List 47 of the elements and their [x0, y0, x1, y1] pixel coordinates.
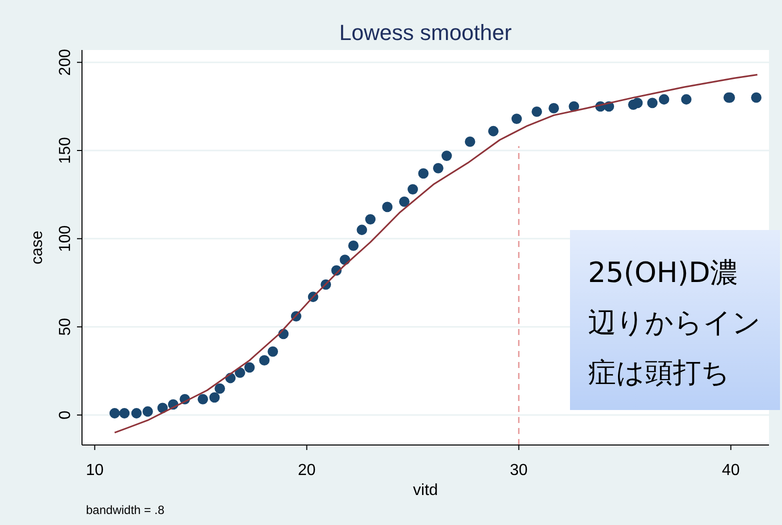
point — [511, 114, 522, 124]
point — [442, 150, 452, 162]
chart-title: Lowess smoother — [339, 20, 512, 45]
point — [632, 98, 643, 108]
y-tick-label: 150 — [57, 137, 74, 164]
point — [488, 126, 499, 136]
point — [198, 394, 208, 404]
point — [681, 94, 692, 105]
point — [356, 224, 368, 236]
point — [259, 355, 270, 366]
point — [268, 346, 278, 357]
x-tick-label: 10 — [86, 462, 104, 479]
text: bandwidth = .8 — [86, 503, 165, 517]
y-tick-label: 200 — [57, 48, 74, 76]
y-tick-label: 0 — [57, 410, 74, 420]
annotation: 症は頭打ち — [588, 356, 730, 389]
point — [751, 92, 762, 103]
y-tick-label: 100 — [57, 225, 74, 252]
x-tick-label: 20 — [298, 462, 316, 479]
point — [131, 408, 142, 418]
point — [548, 102, 559, 114]
point — [399, 196, 410, 207]
point — [365, 214, 376, 224]
y-axis-title: case — [29, 230, 46, 264]
point — [433, 162, 444, 174]
point — [647, 98, 658, 108]
point — [348, 240, 359, 251]
annotation: 辺りからイン — [588, 306, 761, 339]
point — [142, 406, 153, 417]
point — [234, 368, 246, 378]
point — [209, 392, 220, 403]
point — [408, 184, 418, 195]
point — [464, 136, 476, 147]
point — [658, 94, 670, 105]
x-tick-label: 30 — [510, 462, 528, 479]
point — [109, 408, 120, 418]
x-axis-title: vitd — [413, 482, 438, 499]
point — [532, 106, 542, 117]
point — [214, 383, 226, 394]
point — [382, 202, 393, 212]
annotation: 25(OH)D濃 — [588, 256, 738, 289]
y-tick-label: 50 — [57, 318, 74, 336]
point — [418, 168, 429, 179]
x-tick-label: 40 — [722, 462, 740, 479]
annotation-box: 25(OH)D濃 辺りからイン 症は頭打ち — [570, 230, 780, 410]
point — [119, 408, 130, 418]
point — [244, 362, 255, 373]
